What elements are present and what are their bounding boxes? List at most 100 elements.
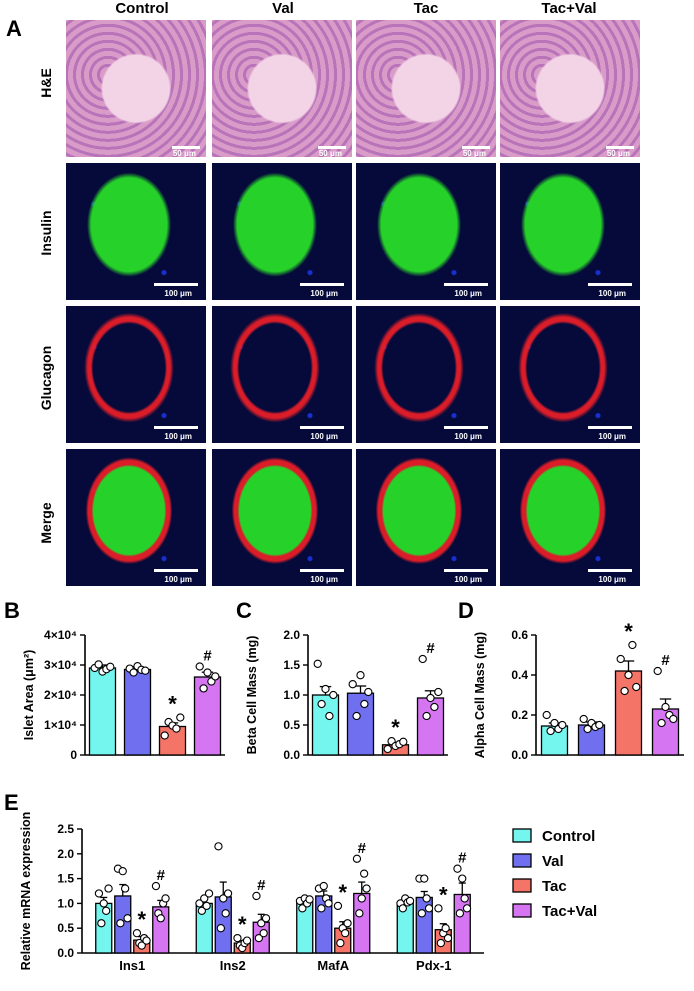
significance-mark: #	[358, 840, 367, 857]
data-point	[160, 731, 169, 740]
data-point	[106, 662, 115, 671]
data-point	[317, 699, 326, 709]
bar	[123, 668, 152, 756]
data-point	[579, 714, 588, 724]
micrograph-3-1: 100 μm	[212, 449, 352, 586]
significance-mark: *	[238, 912, 247, 937]
scale-bar	[300, 426, 344, 429]
data-point	[434, 904, 443, 913]
micrograph-3-3: 100 μm	[500, 449, 640, 586]
legend-label: Val	[542, 853, 564, 870]
legend-label: Control	[542, 828, 595, 845]
data-point	[352, 711, 361, 721]
significance-mark: #	[458, 850, 467, 867]
data-point	[313, 659, 322, 668]
significance-mark: #	[661, 652, 670, 669]
data-point	[129, 668, 138, 677]
row-label-glucagon: Glucagon	[38, 345, 54, 411]
y-tick-label: 3×10⁴	[44, 658, 77, 672]
data-point	[542, 710, 551, 720]
data-point	[233, 933, 242, 943]
micrograph-0-1: 50 μm	[212, 20, 352, 157]
data-point	[156, 914, 165, 923]
y-tick-label: 0.0	[57, 946, 74, 960]
data-point	[632, 682, 641, 692]
data-point	[223, 889, 233, 898]
scale-bar	[444, 283, 488, 286]
micrograph-3-0: 100 μm	[66, 449, 206, 586]
y-tick-label: 4×10⁴	[44, 628, 77, 642]
y-tick-label: 1.0	[283, 688, 300, 702]
scale-bar-label: 100 μm	[164, 575, 192, 584]
scale-bar-label: 50 μm	[462, 149, 486, 157]
data-point	[94, 889, 104, 898]
data-point	[669, 714, 678, 724]
chart-beta-cell-mass: 0.0 0.5 1.0 1.5 2.0 Beta Cell Mass (mg) * #	[245, 628, 448, 762]
data-point	[242, 936, 252, 945]
data-point	[123, 914, 132, 923]
data-point	[398, 904, 407, 913]
data-point	[436, 938, 445, 948]
data-point	[317, 904, 326, 913]
panel-label-e: E	[4, 790, 19, 815]
data-point	[195, 662, 204, 671]
scale-bar	[444, 426, 488, 429]
scale-bar-label: 100 μm	[164, 432, 192, 441]
legend-label: Tac	[542, 878, 567, 895]
data-point	[199, 684, 208, 693]
significance-mark: *	[624, 619, 633, 644]
significance-mark: *	[137, 907, 146, 932]
scale-bar	[154, 569, 198, 572]
data-point	[616, 654, 625, 664]
scale-bar	[444, 569, 488, 572]
legend-swatch	[512, 853, 532, 868]
scale-bar	[300, 283, 344, 286]
y-tick-label: 0.2	[511, 708, 528, 722]
data-point	[399, 737, 408, 746]
y-tick-label: 2.0	[283, 628, 300, 642]
scale-bar-label: 100 μm	[598, 289, 626, 298]
column-header-control: Control	[115, 0, 169, 17]
significance-mark: *	[168, 692, 177, 717]
chart-mrna-expression: 0.0 0.5 1.0 1.5 2.0 2.5 Relative mRNA expressi…	[19, 812, 597, 973]
panel-label-d: D	[458, 598, 474, 623]
data-point	[132, 929, 142, 938]
scale-bar-label: 100 μm	[454, 432, 482, 441]
data-point	[151, 881, 161, 891]
data-point	[121, 884, 130, 893]
y-tick-label: 0.5	[57, 921, 74, 935]
data-point	[319, 881, 328, 891]
bar	[88, 667, 117, 756]
data-point	[430, 702, 439, 712]
micrograph-0-3: 50 μm	[500, 20, 640, 157]
micrograph-1-0: 100 μm	[66, 163, 206, 300]
data-point	[200, 894, 209, 903]
scale-bar-label: 50 μm	[318, 149, 342, 157]
data-point	[94, 660, 103, 669]
data-point	[359, 869, 369, 878]
scale-bar	[606, 146, 634, 149]
column-header-tac: Tac	[413, 0, 439, 17]
y-axis-label: Beta Cell Mass (mg)	[245, 636, 259, 755]
micrograph-1-1: 100 μm	[212, 163, 352, 300]
data-point	[257, 919, 266, 928]
data-point	[434, 687, 443, 697]
scale-bar-label: 100 μm	[310, 432, 338, 441]
data-point	[352, 854, 362, 863]
x-tick-label: Pdx-1	[416, 958, 451, 973]
scale-bar-label: 100 μm	[454, 575, 482, 584]
scale-bar	[588, 426, 632, 429]
data-point	[219, 894, 228, 903]
data-point	[546, 726, 555, 736]
data-point	[443, 933, 453, 943]
scale-bar-label: 100 μm	[598, 432, 626, 441]
significance-mark: #	[426, 640, 435, 657]
significance-mark: #	[203, 648, 212, 665]
data-point	[137, 941, 146, 950]
scale-bar-label: 100 μm	[164, 289, 192, 298]
y-tick-label: 0.6	[511, 628, 528, 642]
y-tick-label: 1.5	[57, 872, 74, 886]
data-point	[455, 909, 464, 918]
significance-mark: *	[439, 882, 448, 907]
scale-bar-label: 50 μm	[606, 149, 630, 157]
